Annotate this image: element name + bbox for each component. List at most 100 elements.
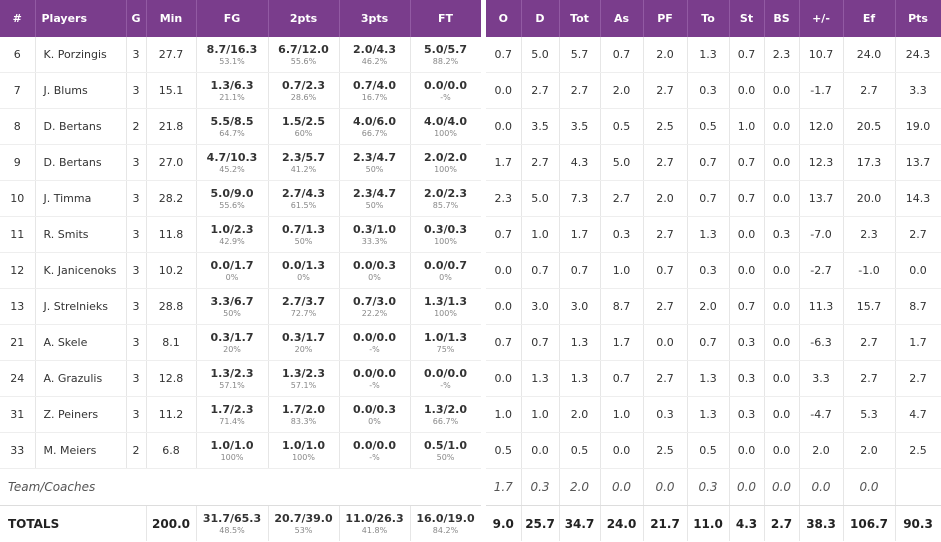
two-pointers-cell: 6.7/12.0 55.6% <box>268 37 340 73</box>
header-player-name[interactable]: Players <box>35 0 127 37</box>
field-goals-made: 5.0/9.0 <box>210 186 254 200</box>
two-pointers-cell: 0.7/1.3 50% <box>268 216 340 253</box>
free-throws-cell: 5.0/5.7 88.2% <box>410 37 482 73</box>
offensive-rebounds: 0.0 <box>486 360 522 397</box>
turnovers: 0.5 <box>687 108 730 145</box>
personal-fouls: 2.7 <box>643 144 688 181</box>
assists: 0.5 <box>600 108 644 145</box>
free-throws-made: 0.0/0.0 <box>424 366 467 380</box>
plus-minus: 2.0 <box>799 432 844 469</box>
header-3pts[interactable]: 3pts <box>339 0 411 37</box>
two-pointers-cell: 0.7/2.3 28.6% <box>268 72 340 109</box>
player-number: 31 <box>0 396 36 433</box>
field-goals-percent: 71.4% <box>219 416 245 426</box>
header-total-rebounds[interactable]: Tot <box>559 0 601 37</box>
two-pointers-cell: 2.7/3.7 72.7% <box>268 288 340 325</box>
player-name[interactable]: J. Blums <box>35 72 127 109</box>
personal-fouls: 2.5 <box>643 108 688 145</box>
header-number[interactable]: # <box>0 0 36 37</box>
player-name[interactable]: Z. Peiners <box>35 396 127 433</box>
two-pointers-cell: 0.3/1.7 20% <box>268 324 340 361</box>
two-pointers-percent: 50% <box>294 236 313 246</box>
header-2pts[interactable]: 2pts <box>268 0 340 37</box>
player-name[interactable]: J. Strelnieks <box>35 288 127 325</box>
player-name[interactable]: D. Bertans <box>35 108 127 145</box>
free-throws-made: 0.5/1.0 <box>424 438 467 452</box>
player-name[interactable]: A. Grazulis <box>35 360 127 397</box>
total-rebounds: 1.3 <box>559 324 601 361</box>
player-name[interactable]: M. Meiers <box>35 432 127 469</box>
player-number: 21 <box>0 324 36 361</box>
games-played: 3 <box>126 324 147 361</box>
header-fg[interactable]: FG <box>196 0 269 37</box>
free-throws-cell: 1.3/2.0 66.7% <box>410 396 482 433</box>
totals-assists: 24.0 <box>600 505 644 541</box>
table-row: 9 D. Bertans 3 27.0 4.7/10.3 45.2% 2.3/5.7 41.2… <box>0 144 482 181</box>
player-name[interactable]: J. Timma <box>35 180 127 217</box>
personal-fouls: 2.7 <box>643 288 688 325</box>
totals-two-pointers-made: 20.7/39.0 <box>274 511 333 525</box>
header-blocks[interactable]: BS <box>764 0 800 37</box>
header-games[interactable]: G <box>126 0 147 37</box>
two-pointers-percent: 55.6% <box>290 56 317 66</box>
games-played: 2 <box>126 432 147 469</box>
three-pointers-percent: 22.2% <box>361 308 388 318</box>
free-throws-percent: 0% <box>439 272 452 282</box>
totals-turnovers: 11.0 <box>687 505 730 541</box>
header-defensive-rebounds[interactable]: D <box>521 0 560 37</box>
player-name[interactable]: R. Smits <box>35 216 127 253</box>
header-assists[interactable]: As <box>600 0 644 37</box>
table-row: 31 Z. Peiners 3 11.2 1.7/2.3 71.4% 1.7/2.0 83.3… <box>0 396 482 433</box>
free-throws-percent: 100% <box>434 164 457 174</box>
assists: 2.7 <box>600 180 644 217</box>
table-row: 1.0 1.0 2.0 1.0 0.3 1.3 0.3 0.0 -4.7 5.3 4.7 <box>486 396 941 433</box>
player-name[interactable]: K. Porzingis <box>35 37 127 73</box>
team-steals: 0.0 <box>729 468 765 506</box>
header-turnovers[interactable]: To <box>687 0 730 37</box>
header-minutes[interactable]: Min <box>146 0 197 37</box>
two-pointers-percent: 28.6% <box>290 92 317 102</box>
blocks: 0.0 <box>764 432 800 469</box>
table-row: 21 A. Skele 3 8.1 0.3/1.7 20% 0.3/1.7 20% 0.0/0.… <box>0 324 482 361</box>
header-plus-minus[interactable]: +/- <box>799 0 844 37</box>
header-offensive-rebounds[interactable]: O <box>486 0 522 37</box>
points: 4.7 <box>895 396 941 433</box>
totals-defensive-rebounds: 25.7 <box>521 505 560 541</box>
games-played: 2 <box>126 108 147 145</box>
player-name[interactable]: D. Bertans <box>35 144 127 181</box>
header-efficiency[interactable]: Ef <box>843 0 896 37</box>
player-name[interactable]: K. Janicenoks <box>35 252 127 289</box>
three-pointers-cell: 0.3/1.0 33.3% <box>339 216 411 253</box>
header-points[interactable]: Pts <box>895 0 941 37</box>
table-row: 0.0 3.5 3.5 0.5 2.5 0.5 1.0 0.0 12.0 20.5 19.0 <box>486 108 941 145</box>
points: 1.7 <box>895 324 941 361</box>
minutes: 8.1 <box>146 324 197 361</box>
field-goals-cell: 0.0/1.7 0% <box>196 252 269 289</box>
total-rebounds: 2.0 <box>559 396 601 433</box>
field-goals-percent: 100% <box>220 452 244 462</box>
table-row: 0.0 1.3 1.3 0.7 2.7 1.3 0.3 0.0 3.3 2.7 2.7 <box>486 360 941 397</box>
two-pointers-made: 0.0/1.3 <box>282 258 325 272</box>
blocks: 0.0 <box>764 144 800 181</box>
field-goals-made: 1.3/2.3 <box>210 366 254 380</box>
table-row: 13 J. Strelnieks 3 28.8 3.3/6.7 50% 2.7/3.7 72.… <box>0 288 482 325</box>
two-pointers-percent: 61.5% <box>290 200 317 210</box>
three-pointers-percent: 0% <box>368 416 381 426</box>
table-row: 1.7 2.7 4.3 5.0 2.7 0.7 0.7 0.0 12.3 17.3 13.7 <box>486 144 941 181</box>
table-row: 12 K. Janicenoks 3 10.2 0.0/1.7 0% 0.0/1.3 0% 0.… <box>0 252 482 289</box>
two-pointers-made: 1.0/1.0 <box>282 438 325 452</box>
header-ft[interactable]: FT <box>410 0 482 37</box>
free-throws-cell: 2.0/2.0 100% <box>410 144 482 181</box>
plus-minus: 13.7 <box>799 180 844 217</box>
total-rebounds: 0.7 <box>559 252 601 289</box>
free-throws-made: 2.0/2.0 <box>424 150 467 164</box>
player-name[interactable]: A. Skele <box>35 324 127 361</box>
totals-field-goals-percent: 48.5% <box>219 525 245 535</box>
steals: 0.7 <box>729 144 765 181</box>
free-throws-made: 0.0/0.0 <box>424 78 467 92</box>
header-personal-fouls[interactable]: PF <box>643 0 688 37</box>
player-number: 33 <box>0 432 36 469</box>
header-steals[interactable]: St <box>729 0 765 37</box>
three-pointers-cell: 0.7/3.0 22.2% <box>339 288 411 325</box>
